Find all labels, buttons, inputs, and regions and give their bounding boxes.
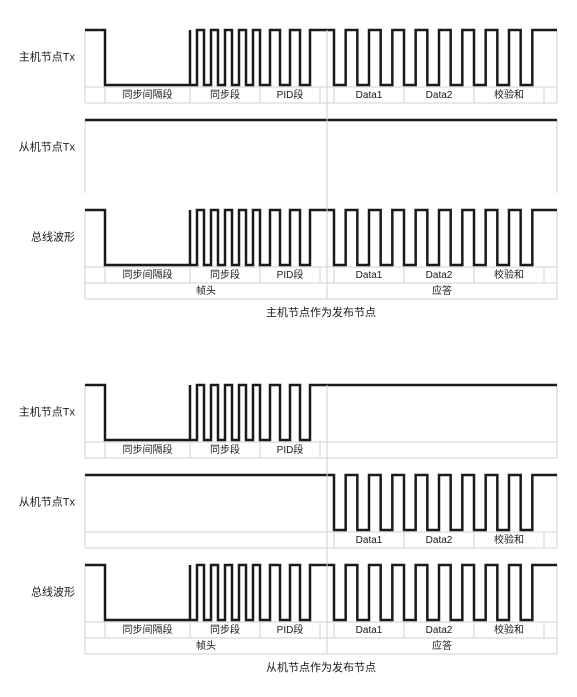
timing-diagram-canvas xyxy=(0,0,577,697)
